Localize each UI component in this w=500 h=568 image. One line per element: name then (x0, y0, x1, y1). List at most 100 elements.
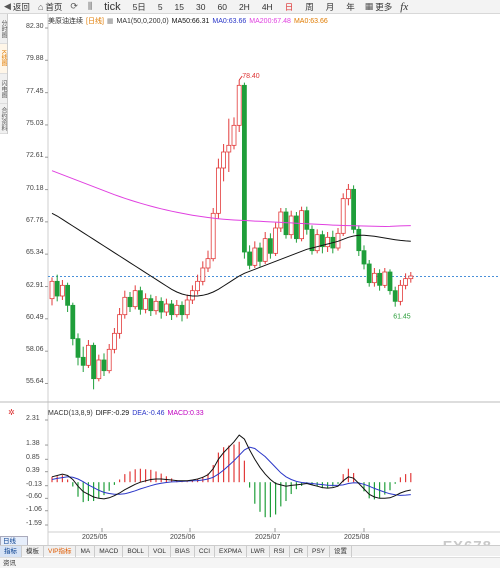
candle-down (137, 290, 143, 310)
candle-up (215, 167, 221, 214)
symbol-name: 美原油连续 (48, 18, 83, 25)
ma50-line (51, 212, 411, 297)
refresh-icon: ⟳ (70, 1, 78, 11)
candle-up (231, 124, 237, 146)
home-button[interactable]: ⌂ 首页 (37, 1, 63, 12)
tick-button[interactable]: tick (104, 0, 121, 13)
tab-kline[interactable]: K线图 (0, 44, 7, 74)
candle-down (241, 84, 247, 253)
tab-settings[interactable]: 设置 (330, 545, 353, 557)
candle-up (288, 215, 294, 236)
tab-expma[interactable]: EXPMA (215, 545, 247, 557)
macd-legend: MACD(13,8,9) DIFF:-0.29 DEA:-0.46 MACD:0… (48, 407, 204, 419)
candle-up (382, 271, 388, 286)
ma-lines (51, 170, 411, 297)
macd-axis-label: 0.39 (26, 466, 40, 474)
period-week[interactable]: 周 (305, 1, 314, 12)
candle-up (226, 144, 232, 153)
tab-timeshare[interactable]: 分时图 (0, 14, 7, 44)
tab-cr[interactable]: CR (290, 545, 308, 557)
period-15[interactable]: 15 (174, 1, 185, 12)
indicator-button[interactable]: ⫼ (84, 0, 98, 14)
candle-down (267, 238, 273, 254)
candle-up (174, 304, 180, 316)
candle-down (101, 359, 107, 372)
home-icon: ⌂ (37, 1, 44, 12)
candle-down (351, 188, 357, 230)
candle-up (143, 298, 149, 310)
tab-flash[interactable]: 闪电图 (0, 74, 7, 104)
tab-lwr[interactable]: LWR (247, 545, 270, 557)
candle-down (148, 298, 154, 312)
close-indicator-icon[interactable]: ✲ (8, 408, 15, 417)
news-strip[interactable]: 资讯 (0, 557, 500, 568)
tab-template[interactable]: 模板 (22, 545, 44, 557)
tab-contract[interactable]: 合约资料 (0, 104, 7, 134)
price-axis-label: 70.18 (26, 184, 44, 192)
date-label-jul: 2025/07 (255, 534, 281, 541)
candle-up (86, 344, 91, 366)
candle-up (153, 300, 159, 312)
tab-indicator[interactable]: 指标 (0, 545, 22, 557)
period-year[interactable]: 年 (346, 1, 355, 12)
period-month[interactable]: 月 (325, 1, 335, 12)
candle-up (205, 258, 211, 269)
period-30[interactable]: 30 (196, 1, 206, 12)
candle-down (392, 290, 398, 302)
tab-boll[interactable]: BOLL (123, 545, 149, 557)
candle-up (299, 210, 305, 240)
candle-down (377, 272, 383, 286)
macd-macd: MACD:0.33 (167, 409, 204, 417)
main-legend: 美原油连续 [日线] ▦ MA1(50,0,200,0) MA50:66.31 … (48, 15, 328, 27)
price-axis-label: 55.64 (26, 378, 44, 386)
period-2h[interactable]: 2H (238, 1, 250, 12)
tab-psy[interactable]: PSY (308, 545, 331, 557)
candle-down (54, 280, 60, 297)
fx-button[interactable]: fx (400, 0, 409, 13)
candle-down (356, 228, 362, 252)
kline-chart[interactable]: 78.40 61.45 (0, 0, 500, 545)
back-button[interactable]: ◀ 返回 (4, 1, 30, 12)
period-5day[interactable]: 5日 (132, 1, 146, 12)
candle-down (387, 271, 393, 292)
tab-bias[interactable]: BIAS (171, 545, 195, 557)
tab-vip[interactable]: VIP指标 (44, 545, 77, 557)
price-axis-label: 75.03 (26, 119, 44, 127)
period-day[interactable]: 日 (284, 1, 294, 12)
candle-up (96, 359, 102, 380)
tab-ma[interactable]: MA (76, 545, 96, 557)
candle-up (278, 211, 284, 229)
candle-down (293, 215, 299, 240)
price-axis-label: 82.30 (26, 23, 44, 30)
price-axis-label: 67.76 (26, 216, 44, 224)
period-5[interactable]: 5 (157, 1, 163, 12)
candle-up (252, 247, 258, 266)
candle-up (122, 296, 128, 316)
chart-grid (0, 14, 500, 545)
macd-title: MACD(13,8,9) (48, 409, 93, 417)
candle-up (184, 299, 190, 316)
more-button[interactable]: ▦ 更多 (364, 1, 393, 12)
candle-up (163, 303, 169, 313)
candle-down (366, 263, 372, 284)
refresh-button[interactable]: ⟳ (66, 0, 84, 14)
candle-up (273, 227, 279, 254)
period-60[interactable]: 60 (217, 1, 227, 12)
period-tag[interactable]: [日线] (86, 18, 104, 25)
macd-axis-label: -0.60 (26, 493, 42, 501)
diff-line (51, 434, 411, 500)
ma-params: MA1(50,0,200,0) (116, 17, 169, 25)
period-4h[interactable]: 4H (261, 1, 273, 12)
candle-up (397, 284, 403, 302)
tab-macd[interactable]: MACD (95, 545, 124, 557)
price-axis-label: 60.49 (26, 313, 44, 321)
macd-axis-label: 1.38 (26, 440, 40, 448)
tab-cci[interactable]: CCI (195, 545, 216, 557)
candle-down (304, 210, 310, 230)
tab-vol[interactable]: VOL (149, 545, 172, 557)
candle-up (200, 267, 206, 282)
candle-down (309, 228, 315, 252)
tab-rsi[interactable]: RSI (270, 545, 290, 557)
candle-up (371, 272, 377, 284)
macd-axis-label: -1.59 (26, 520, 42, 527)
